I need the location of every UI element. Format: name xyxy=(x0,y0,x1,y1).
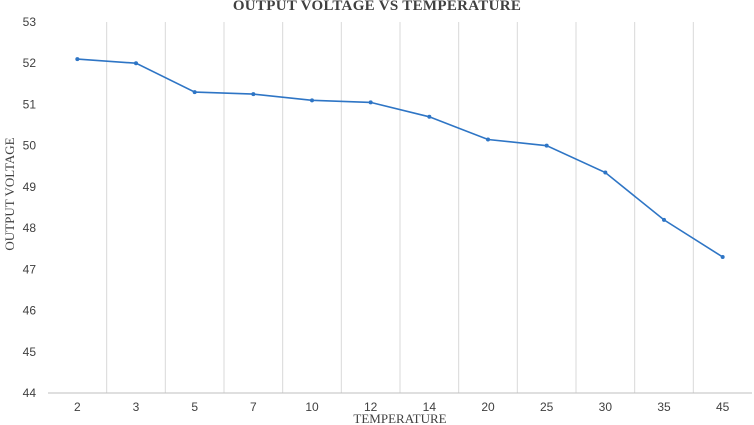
x-tick-label: 20 xyxy=(481,400,495,414)
x-tick-label: 30 xyxy=(599,400,613,414)
y-tick-label: 51 xyxy=(23,97,37,111)
x-tick-label: 12 xyxy=(364,400,378,414)
y-tick-label: 44 xyxy=(23,386,37,400)
data-series xyxy=(75,57,725,259)
x-tick-label: 25 xyxy=(540,400,554,414)
y-tick-label: 46 xyxy=(23,304,37,318)
x-tick-label: 35 xyxy=(657,400,671,414)
data-point xyxy=(310,98,314,103)
y-axis-title: OUTPUT VOLTAGE xyxy=(2,137,17,250)
x-tick-label: 45 xyxy=(716,400,730,414)
data-point xyxy=(368,100,373,105)
y-tick-label: 52 xyxy=(23,56,37,70)
data-point xyxy=(251,92,256,97)
data-point xyxy=(134,61,138,66)
data-point xyxy=(486,137,490,142)
x-tick-label: 10 xyxy=(305,400,319,414)
y-tick-label: 50 xyxy=(23,139,37,153)
x-tick-labels: 2 3 5 7 10 12 14 20 25 30 35 45 xyxy=(74,400,730,414)
data-point xyxy=(662,217,666,222)
y-tick-label: 53 xyxy=(23,15,37,29)
data-point xyxy=(75,57,80,62)
data-point xyxy=(427,114,432,119)
grid-lines xyxy=(106,22,694,393)
data-point xyxy=(720,254,725,259)
x-tick-label: 5 xyxy=(191,400,198,414)
x-tick-label: 14 xyxy=(423,400,437,414)
x-tick-label: 3 xyxy=(133,400,140,414)
chart-title: OUTPUT VOLTAGE VS TEMPERATURE xyxy=(232,0,522,14)
x-tick-label: 2 xyxy=(74,400,81,414)
data-point xyxy=(192,90,197,95)
data-point xyxy=(544,143,549,148)
data-point xyxy=(603,170,608,175)
y-tick-label: 47 xyxy=(23,262,37,276)
y-tick-label: 48 xyxy=(23,221,37,235)
x-tick-label: 7 xyxy=(250,400,257,414)
y-tick-labels: 44 45 46 47 48 49 50 51 52 53 xyxy=(23,15,37,400)
x-axis-title: TEMPERATURE xyxy=(353,411,446,425)
series-line xyxy=(77,58,724,258)
y-tick-label: 45 xyxy=(23,345,37,359)
y-tick-label: 49 xyxy=(23,180,37,194)
